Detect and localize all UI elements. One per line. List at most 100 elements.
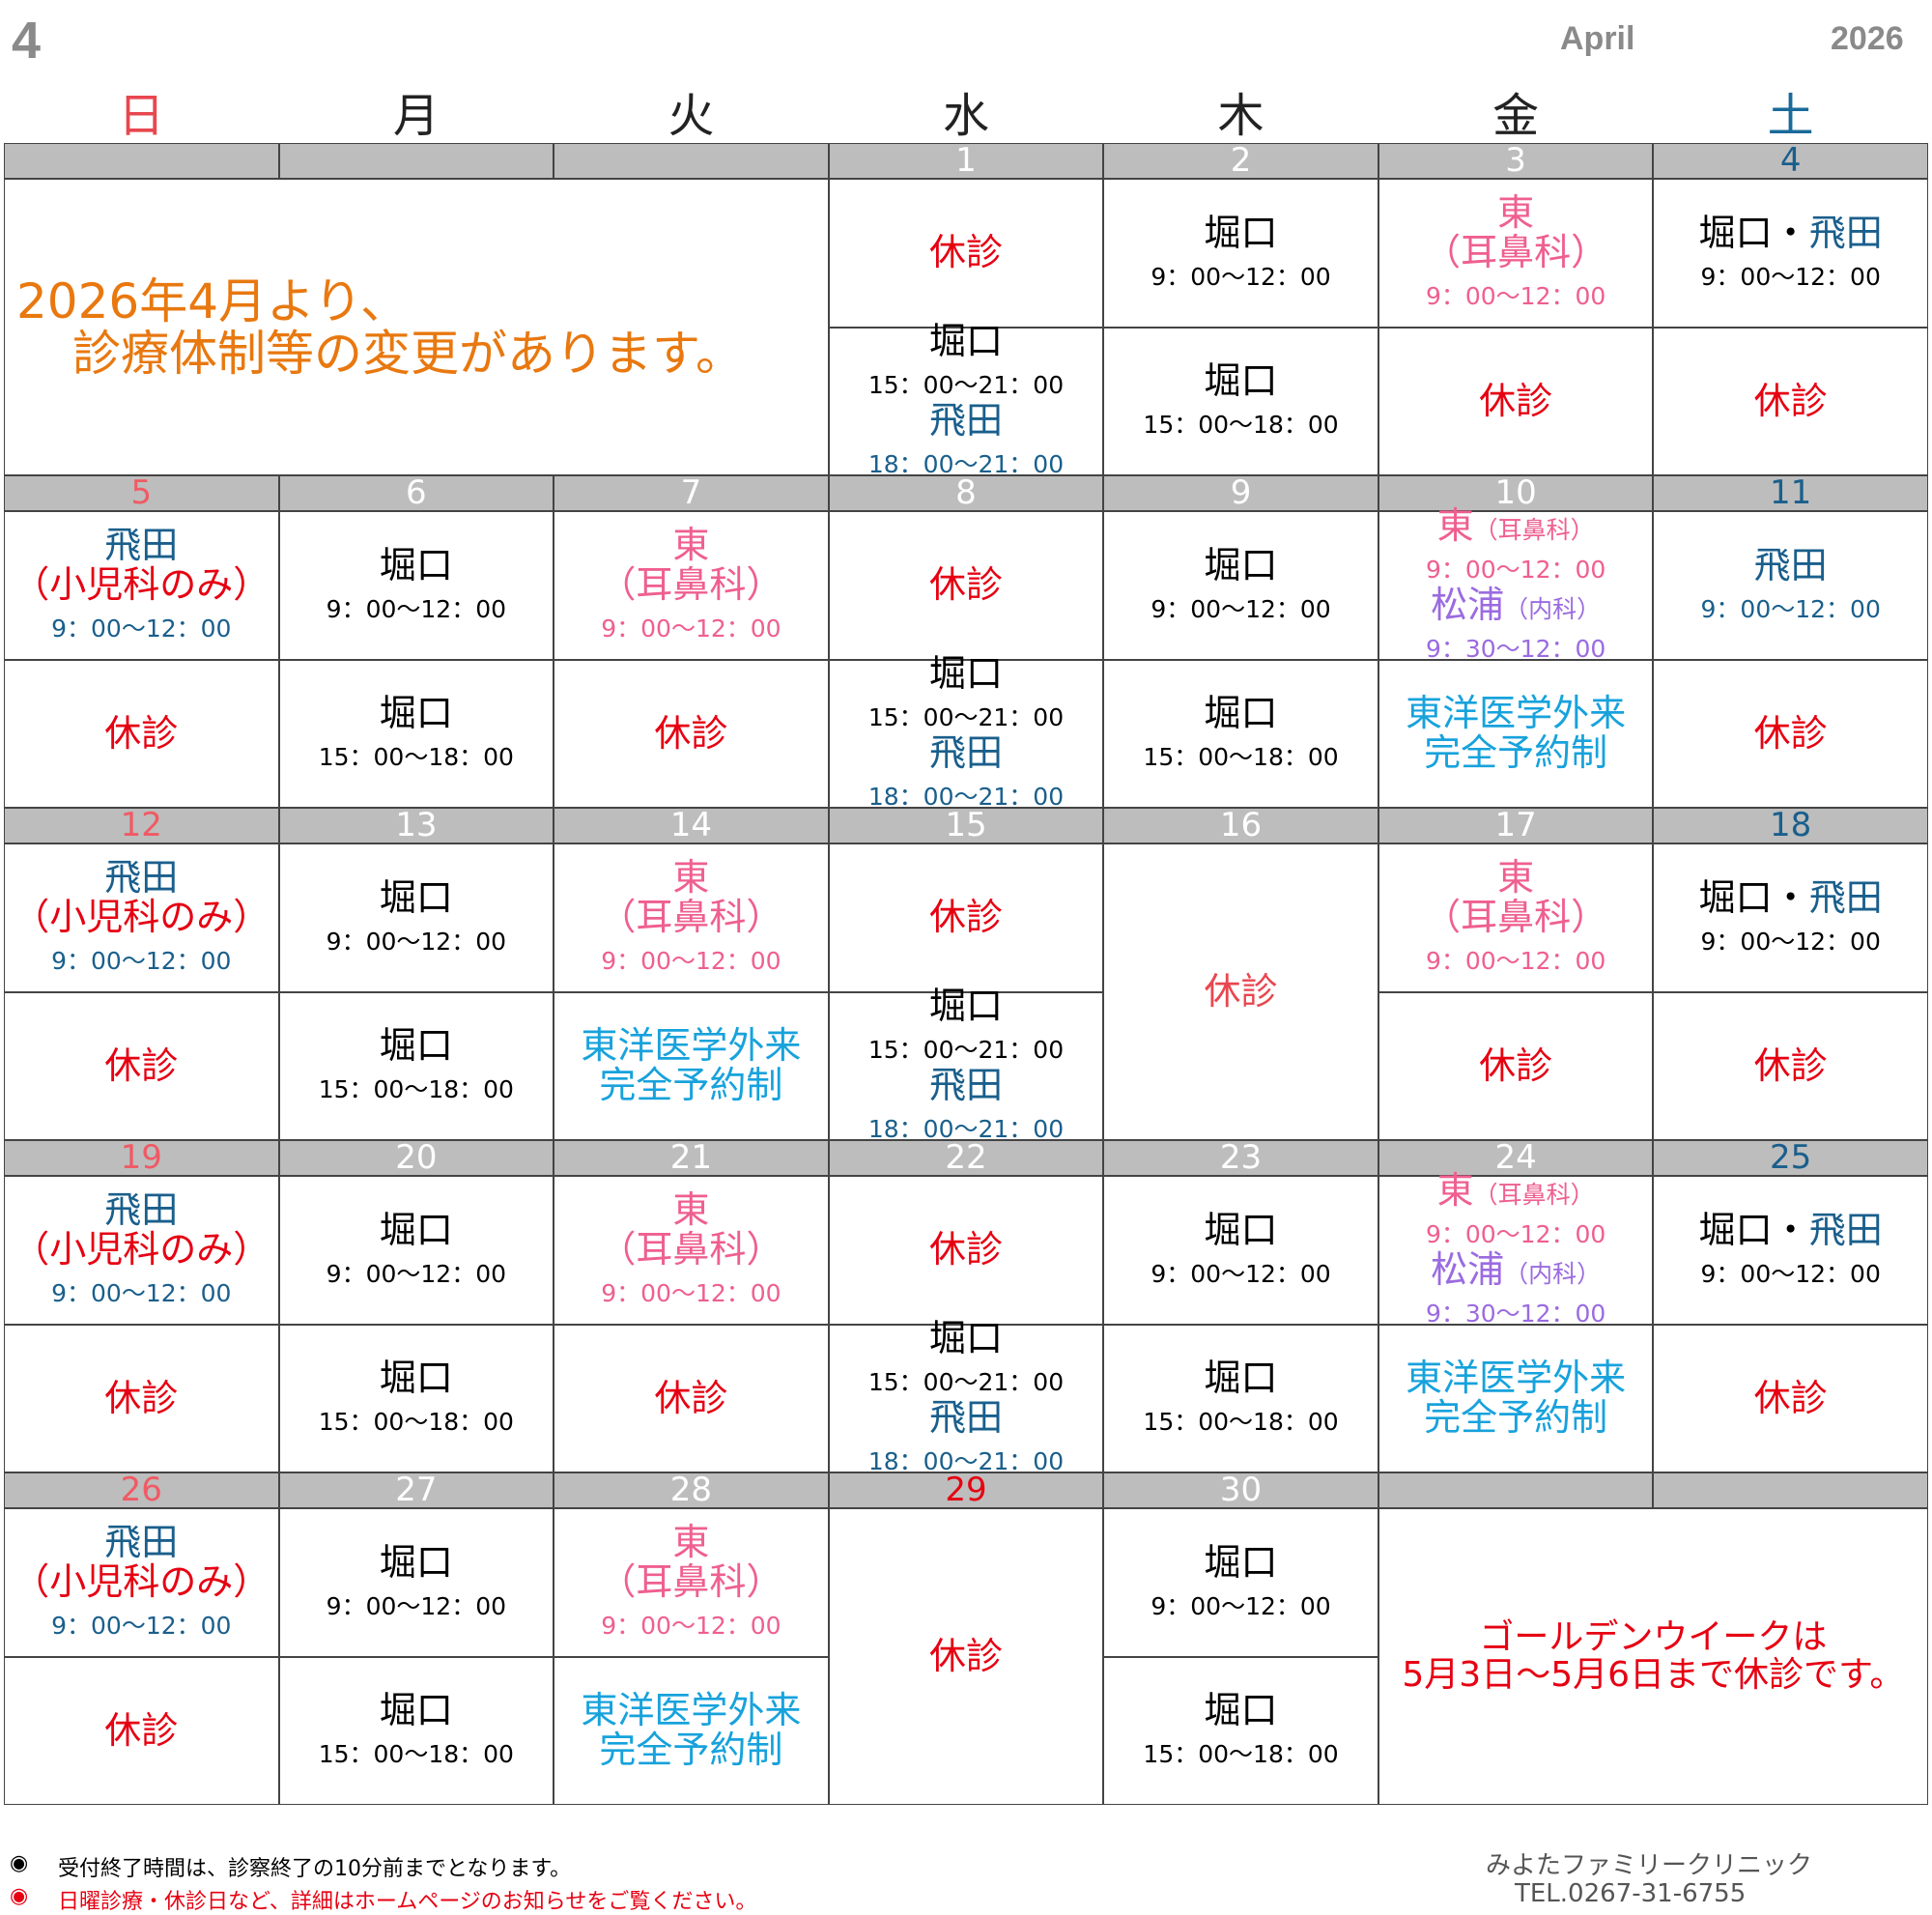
- cell-text: 東洋医学外来: [1406, 692, 1627, 735]
- am-cell: 東（耳鼻科） 9：00〜12：00: [1378, 843, 1654, 992]
- cell-line: （耳鼻科）: [599, 1562, 782, 1602]
- date-number: 13: [395, 806, 438, 844]
- cell-line: 9：00〜12：00: [327, 1583, 506, 1622]
- date-number: 17: [1494, 806, 1537, 844]
- cell-text: 18：00〜21：00: [867, 783, 1065, 812]
- cell-line: 9：00〜12：00: [1701, 586, 1881, 625]
- date-number: 9: [1230, 473, 1252, 512]
- bullet: ◉: [10, 1851, 29, 1875]
- cell-text: 東: [1497, 856, 1535, 900]
- date-number: 28: [669, 1471, 713, 1509]
- pm-cell: 休診: [4, 991, 279, 1140]
- cell-text: （耳鼻科）: [1473, 515, 1595, 544]
- cell-text: 休診: [1479, 379, 1553, 422]
- cell-line: 15：00〜18：00: [1143, 401, 1338, 441]
- cell-line: 15：00〜18：00: [1143, 1730, 1338, 1770]
- cell-line: 東: [1497, 193, 1534, 233]
- am-cell: 飛田 （小児科のみ） 9：00〜12：00: [4, 1176, 279, 1325]
- cell-text: 9：00〜12：00: [326, 1259, 507, 1288]
- cell-line: 松浦（内科）: [1431, 585, 1601, 625]
- cell-text: （耳鼻科）: [1424, 896, 1608, 939]
- cell-line: 飛田: [104, 1190, 178, 1230]
- date-strip: 19: [4, 1140, 279, 1176]
- pm-cell: 東洋医学外来 完全予約制: [554, 1656, 829, 1805]
- cell-line: 9：00〜12：00: [601, 937, 781, 977]
- cell-line: 15：00〜21：00: [868, 694, 1064, 733]
- date-strip: 23: [1103, 1140, 1378, 1176]
- cell-text: 休診: [928, 231, 1003, 274]
- date-number: 14: [669, 806, 713, 844]
- date-strip: 10: [1378, 475, 1654, 511]
- date-number: 1: [955, 141, 977, 180]
- cell-text: 15：00〜18：00: [1143, 1408, 1339, 1437]
- cell-text: 堀口: [1204, 692, 1278, 735]
- cell-text: 9：00〜12：00: [601, 1612, 781, 1641]
- allday-cell: 休診: [828, 1508, 1104, 1805]
- date-number: 20: [395, 1138, 438, 1177]
- cell-text: 9：00〜12：00: [326, 927, 507, 956]
- cell-line: 15：00〜21：00: [868, 1026, 1064, 1066]
- cell-text: 9：00〜12：00: [1425, 947, 1606, 976]
- date-number: 2: [1230, 141, 1252, 180]
- cell-text: 9：00〜12：00: [51, 1279, 232, 1308]
- notice-cell: 2026年4月より、 診療体制等の変更があります。: [4, 179, 829, 475]
- pm-cell: 堀口 15：00〜18：00: [278, 991, 554, 1140]
- cell-line: 東: [1497, 858, 1534, 898]
- am-cell: 飛田 （小児科のみ） 9：00〜12：00: [4, 511, 279, 660]
- date-number: 8: [955, 473, 977, 512]
- date-strip: 25: [1653, 1140, 1928, 1176]
- cell-text: 9：00〜12：00: [1700, 594, 1881, 623]
- date-strip: 26: [4, 1472, 279, 1508]
- cell-text: 東洋医学外来: [1406, 1357, 1627, 1400]
- cell-text: 堀口: [928, 320, 1003, 363]
- cell-line: 9：00〜12：00: [327, 918, 506, 958]
- footnote: 受付終了時間は、診察終了の10分前までとなります。: [58, 1857, 572, 1881]
- weekday-label: 木: [1217, 89, 1264, 143]
- am-cell: 休診: [828, 179, 1104, 328]
- pm-cell: 堀口 15：00〜18：00: [1103, 659, 1378, 808]
- date-number: 23: [1219, 1138, 1263, 1177]
- cell-line: 堀口: [929, 1319, 1003, 1358]
- cell-text: 飛田: [104, 1521, 179, 1564]
- weekday-label: 金: [1492, 89, 1540, 143]
- cell-line: 診療体制等の変更があります。: [72, 328, 744, 380]
- cell-text: 休診: [928, 896, 1003, 939]
- cell-text: 9：00〜12：00: [326, 594, 507, 623]
- date-strip: 9: [1103, 475, 1378, 511]
- cell-text: 堀口・: [1698, 211, 1809, 254]
- date-number: 26: [120, 1471, 162, 1509]
- am-cell: 堀口 9：00〜12：00: [278, 1508, 554, 1657]
- date-strip: 21: [554, 1140, 829, 1176]
- cell-line: （小児科のみ）: [13, 1562, 270, 1602]
- cell-text: 堀口・: [1698, 875, 1809, 919]
- cell-text: 飛田: [1808, 211, 1883, 254]
- cell-line: 5月3日〜5月6日まで休診です。: [1402, 1656, 1904, 1695]
- am-cell: 堀口・飛田 9：00〜12：00: [1653, 843, 1928, 992]
- cell-line: 東洋医学外来: [581, 1691, 801, 1730]
- cell-line: ゴールデンウイークは: [1479, 1618, 1827, 1657]
- cell-text: 休診: [928, 1634, 1003, 1677]
- cell-line: 9：00〜12：00: [601, 1602, 781, 1642]
- cell-line: （耳鼻科）: [599, 898, 782, 937]
- cell-text: 9：00〜12：00: [1700, 927, 1881, 956]
- cell-line: 東: [672, 858, 709, 898]
- cell-text: 9：00〜12：00: [51, 1612, 232, 1641]
- cell-line: 休診: [1754, 713, 1828, 754]
- date-strip: 24: [1378, 1140, 1654, 1176]
- date-strip: 6: [278, 473, 554, 512]
- date-number: 6: [406, 473, 427, 512]
- cell-line: 堀口: [380, 1210, 453, 1250]
- cell-text: 飛田: [1808, 1208, 1883, 1251]
- cell-text: 休診: [104, 711, 179, 755]
- cell-line: 18：00〜21：00: [868, 773, 1064, 813]
- cell-text: （耳鼻科）: [599, 896, 783, 939]
- cell-line: 堀口: [1205, 694, 1278, 733]
- am-cell: 堀口 9：00〜12：00: [278, 511, 554, 660]
- cell-text: 15：00〜21：00: [867, 1368, 1065, 1397]
- date-strip: 1: [828, 141, 1104, 180]
- cell-line: 東: [672, 1523, 709, 1562]
- cell-text: 東: [672, 524, 710, 567]
- cell-text: （内科）: [1504, 1259, 1602, 1288]
- pm-cell: 東洋医学外来 完全予約制: [554, 991, 829, 1140]
- cell-line: 堀口・飛田: [1698, 875, 1883, 919]
